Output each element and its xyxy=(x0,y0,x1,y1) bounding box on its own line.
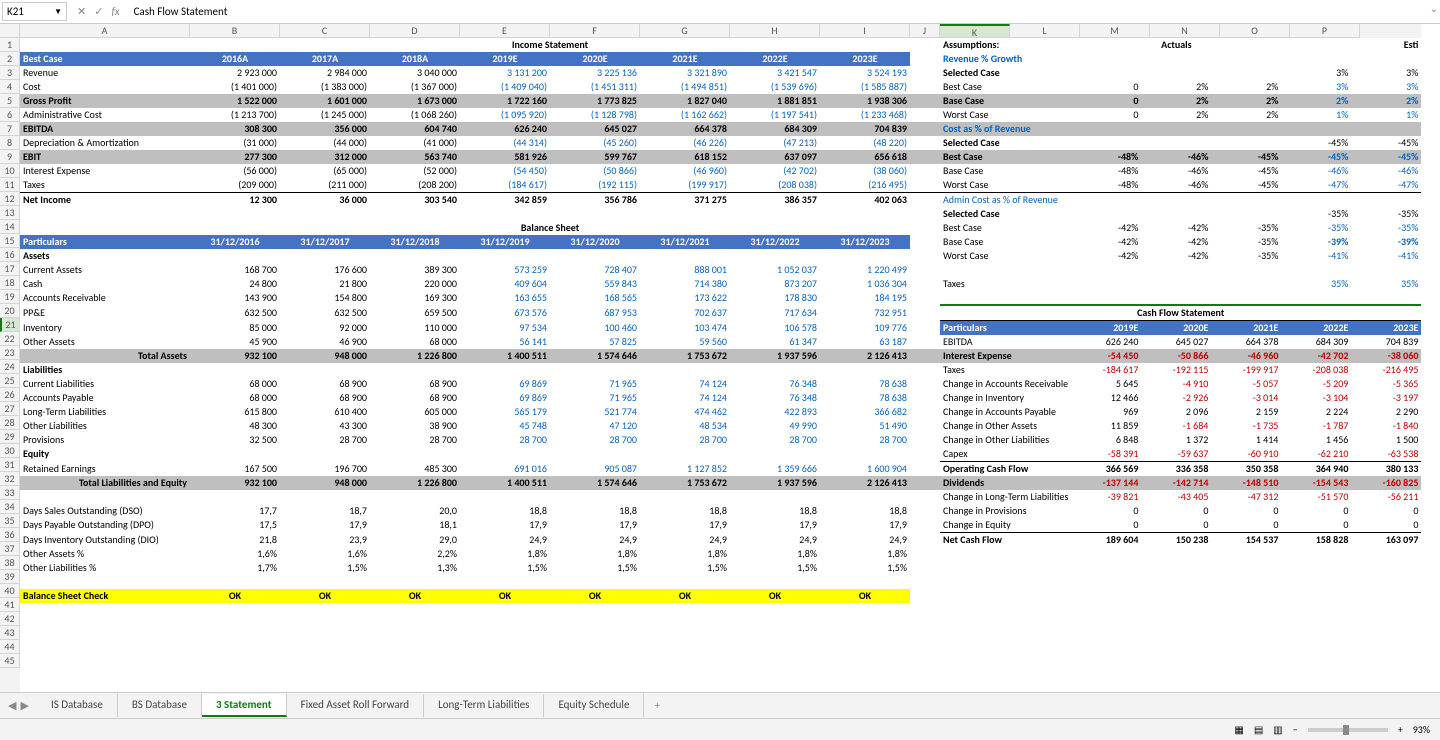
sheet-tab-bs-database[interactable]: BS Database xyxy=(118,694,202,717)
cell-ref-text: K21 xyxy=(7,5,24,18)
row-header-35[interactable]: 35 xyxy=(0,514,20,528)
row-header-21[interactable]: 21 xyxy=(0,318,20,332)
fx-icon[interactable]: fx xyxy=(111,5,119,18)
view-break-icon[interactable]: ▥ xyxy=(1273,723,1282,736)
row-header-16[interactable]: 16 xyxy=(0,248,20,262)
row-header-14[interactable]: 14 xyxy=(0,220,20,234)
col-header-F[interactable]: F xyxy=(550,24,640,38)
col-header-P[interactable]: P xyxy=(1290,24,1360,38)
col-header-L[interactable]: L xyxy=(1010,24,1080,38)
row-header-3[interactable]: 3 xyxy=(0,66,20,80)
col-header-I[interactable]: I xyxy=(820,24,910,38)
row-header-19[interactable]: 19 xyxy=(0,290,20,304)
col-header-A[interactable]: A xyxy=(20,24,190,38)
accept-icon[interactable]: ✓ xyxy=(94,5,103,18)
view-normal-icon[interactable]: ▦ xyxy=(1234,723,1243,736)
row-header-44[interactable]: 44 xyxy=(0,640,20,654)
row-header-45[interactable]: 45 xyxy=(0,654,20,668)
row-header-26[interactable]: 26 xyxy=(0,388,20,402)
col-header-G[interactable]: G xyxy=(640,24,730,38)
col-header-B[interactable]: B xyxy=(190,24,280,38)
sheet-tab-equity-schedule[interactable]: Equity Schedule xyxy=(544,694,644,717)
row-header-43[interactable]: 43 xyxy=(0,626,20,640)
row-header-13[interactable]: 13 xyxy=(0,206,20,220)
col-header-H[interactable]: H xyxy=(730,24,820,38)
row-header-2[interactable]: 2 xyxy=(0,52,20,66)
row-header-7[interactable]: 7 xyxy=(0,122,20,136)
add-sheet-icon[interactable]: + xyxy=(644,695,669,716)
row-header-6[interactable]: 6 xyxy=(0,108,20,122)
col-header-K[interactable]: K xyxy=(940,24,1010,38)
row-header-31[interactable]: 31 xyxy=(0,458,20,472)
row-header-34[interactable]: 34 xyxy=(0,500,20,514)
row-header-15[interactable]: 15 xyxy=(0,234,20,248)
cancel-icon[interactable]: ✕ xyxy=(77,5,86,18)
col-header-M[interactable]: M xyxy=(1080,24,1150,38)
next-sheet-icon[interactable]: ▶ xyxy=(20,699,28,712)
row-header-1[interactable]: 1 xyxy=(0,38,20,52)
row-header-12[interactable]: 12 xyxy=(0,192,20,206)
cell-reference[interactable]: K21 ▼ xyxy=(2,2,67,21)
col-header-E[interactable]: E xyxy=(460,24,550,38)
zoom-out-icon[interactable]: − xyxy=(1293,723,1298,736)
dropdown-icon[interactable]: ▼ xyxy=(54,7,62,17)
row-header-40[interactable]: 40 xyxy=(0,584,20,598)
col-header-D[interactable]: D xyxy=(370,24,460,38)
col-header-O[interactable]: O xyxy=(1220,24,1290,38)
row-header-10[interactable]: 10 xyxy=(0,164,20,178)
row-header-5[interactable]: 5 xyxy=(0,94,20,108)
row-header-8[interactable]: 8 xyxy=(0,136,20,150)
row-header-24[interactable]: 24 xyxy=(0,360,20,374)
col-header-J[interactable]: J xyxy=(910,24,940,38)
row-header-28[interactable]: 28 xyxy=(0,416,20,430)
row-header-18[interactable]: 18 xyxy=(0,276,20,290)
row-header-20[interactable]: 20 xyxy=(0,304,20,318)
col-header-C[interactable]: C xyxy=(280,24,370,38)
row-header-17[interactable]: 17 xyxy=(0,262,20,276)
row-header-41[interactable]: 41 xyxy=(0,598,20,612)
row-header-27[interactable]: 27 xyxy=(0,402,20,416)
row-header-36[interactable]: 36 xyxy=(0,528,20,542)
zoom-in-icon[interactable]: + xyxy=(1398,723,1403,736)
row-header-37[interactable]: 37 xyxy=(0,542,20,556)
row-header-33[interactable]: 33 xyxy=(0,486,20,500)
zoom-slider[interactable] xyxy=(1308,728,1388,732)
row-header-42[interactable]: 42 xyxy=(0,612,20,626)
sheet-tab-is-database[interactable]: IS Database xyxy=(37,694,118,717)
row-header-4[interactable]: 4 xyxy=(0,80,20,94)
row-header-11[interactable]: 11 xyxy=(0,178,20,192)
row-header-29[interactable]: 29 xyxy=(0,430,20,444)
row-header-32[interactable]: 32 xyxy=(0,472,20,486)
view-layout-icon[interactable]: ▤ xyxy=(1254,723,1263,736)
sheet-tab-fixed-asset-roll-forward[interactable]: Fixed Asset Roll Forward xyxy=(287,694,425,717)
sheet-tab-3-statement[interactable]: 3 Statement xyxy=(202,694,287,717)
col-header-N[interactable]: N xyxy=(1150,24,1220,38)
row-header-9[interactable]: 9 xyxy=(0,150,20,164)
sheet-tab-long-term-liabilities[interactable]: Long-Term Liabilities xyxy=(424,694,544,717)
row-header-23[interactable]: 23 xyxy=(0,346,20,360)
row-header-38[interactable]: 38 xyxy=(0,556,20,570)
expand-formula-icon[interactable]: ⌄ xyxy=(1430,2,1438,15)
row-header-39[interactable]: 39 xyxy=(0,570,20,584)
row-header-25[interactable]: 25 xyxy=(0,374,20,388)
zoom-level[interactable]: 93% xyxy=(1413,723,1430,736)
prev-sheet-icon[interactable]: ◀ xyxy=(8,699,16,712)
row-header-22[interactable]: 22 xyxy=(0,332,20,346)
formula-input[interactable]: Cash Flow Statement xyxy=(128,5,1440,18)
row-header-30[interactable]: 30 xyxy=(0,444,20,458)
